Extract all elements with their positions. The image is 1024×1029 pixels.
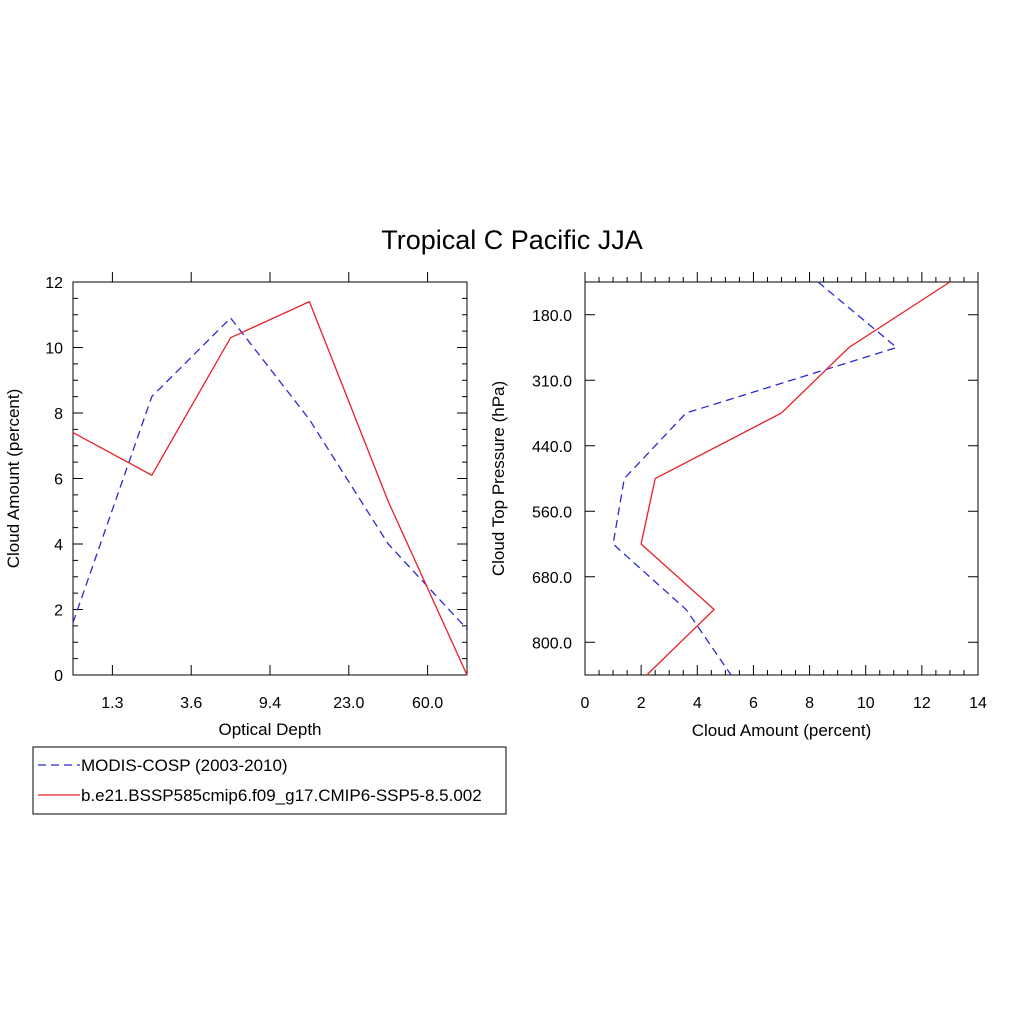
- left-x-tick-label: 1.3: [101, 695, 123, 712]
- legend-box: [32, 746, 507, 815]
- right-y-tick-label: 560.0: [532, 504, 572, 521]
- left-y-axis-label: Cloud Amount (percent): [4, 389, 23, 569]
- left-series-line-model: [72, 300, 468, 676]
- right-x-tick-label: 0: [581, 695, 590, 712]
- left-x-tick-label: 23.0: [333, 695, 364, 712]
- left-panel-optical-depth: 0 2 4 6 8 10 12 1.3 3.6 9.4 23.0 60.0 Optical Depth C…: [4, 272, 468, 739]
- right-x-tick-label: 12: [913, 695, 931, 712]
- right-series-line-model: [640, 281, 951, 676]
- left-y-tick-label: 0: [54, 668, 63, 685]
- right-y-tick-label: 180.0: [532, 308, 572, 325]
- legend: MODIS-COSP (2003-2010) b.e21.BSSP585cmip6…: [32, 746, 507, 815]
- right-y-tick-label: 310.0: [532, 373, 572, 390]
- right-x-tick-label: 14: [969, 695, 987, 712]
- right-y-tick-label: 440.0: [532, 439, 572, 456]
- right-y-tick-label: 800.0: [532, 635, 572, 652]
- chart-title: Tropical C Pacific JJA: [381, 225, 643, 255]
- right-x-tick-label: 6: [749, 695, 758, 712]
- left-y-tick-label: 8: [54, 406, 63, 423]
- right-x-tick-label: 2: [637, 695, 646, 712]
- right-x-tick-label: 8: [805, 695, 814, 712]
- legend-label-model: b.e21.BSSP585cmip6.f09_g17.CMIP6-SSP5-8.…: [81, 786, 482, 805]
- right-series-line-obs: [612, 281, 898, 676]
- left-x-axis-label: Optical Depth: [219, 720, 322, 739]
- left-y-tick-label: 6: [54, 472, 63, 489]
- left-x-tick-label: 9.4: [259, 695, 281, 712]
- left-plot-frame: [72, 281, 468, 676]
- right-y-axis-label: Cloud Top Pressure (hPa): [489, 381, 508, 576]
- right-panel-cloud-top-pressure: 0 2 4 6 8 10 12 14 180.0 310.0 440.0 560.0 680.0 800.…: [489, 272, 987, 740]
- left-y-tick-label: 2: [54, 603, 63, 620]
- left-y-tick-label: 4: [54, 537, 63, 554]
- right-y-tick-label: 680.0: [532, 570, 572, 587]
- right-x-axis-label: Cloud Amount (percent): [692, 721, 872, 740]
- left-series-line-obs: [72, 317, 468, 630]
- right-x-tick-label: 10: [857, 695, 875, 712]
- left-x-tick-label: 60.0: [412, 695, 443, 712]
- left-y-tick-label: 10: [45, 341, 63, 358]
- left-y-tick-label: 12: [45, 275, 63, 292]
- right-plot-frame: [584, 281, 979, 676]
- right-x-tick-label: 4: [693, 695, 702, 712]
- legend-label-obs: MODIS-COSP (2003-2010): [81, 756, 288, 775]
- left-x-tick-label: 3.6: [180, 695, 202, 712]
